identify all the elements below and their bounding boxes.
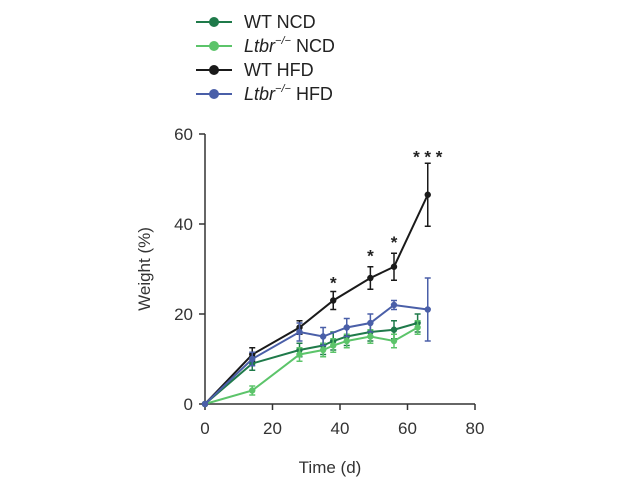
legend-item-0: WT NCD (196, 12, 316, 32)
legend-label-genotype: −/− (275, 35, 291, 47)
data-point (343, 337, 350, 345)
legend-label: WT HFD (244, 60, 314, 80)
legend-label-diet: NCD (291, 36, 335, 56)
data-point (296, 328, 303, 336)
x-tick-label: 20 (263, 419, 282, 438)
legend-item-3: Ltbr−/− HFD (196, 83, 333, 104)
data-point (424, 191, 431, 198)
x-tick-label: 80 (466, 419, 485, 438)
data-point (319, 346, 327, 354)
legend-marker (209, 17, 219, 27)
series-0 (201, 313, 421, 408)
legend-marker (209, 41, 219, 51)
y-tick-label: 20 (174, 305, 193, 324)
legend-item-1: Ltbr−/− NCD (196, 35, 335, 56)
data-point (390, 301, 398, 309)
data-point (367, 333, 374, 340)
data-point (201, 400, 209, 408)
legend-label-gene: Ltbr (244, 84, 276, 104)
data-point (390, 326, 398, 333)
plot-series (201, 162, 431, 408)
data-point (343, 324, 350, 331)
significance-marker: * (367, 247, 374, 266)
series-2 (201, 162, 431, 408)
legend-marker (209, 65, 219, 75)
legend-label-gene: Ltbr (244, 36, 276, 56)
data-point (319, 333, 327, 340)
significance-marker: * (391, 233, 398, 252)
data-point (330, 297, 337, 304)
legend-label-diet: HFD (291, 84, 333, 104)
x-tick-label: 60 (398, 419, 417, 438)
y-tick-label: 60 (174, 125, 193, 144)
series-1 (201, 320, 421, 408)
legend-label: Ltbr−/− HFD (244, 83, 333, 104)
x-axis-title: Time (d) (299, 458, 362, 477)
series-3 (201, 277, 431, 408)
data-point (296, 351, 303, 358)
y-tick-label: 0 (184, 395, 193, 414)
legend-marker (209, 89, 219, 99)
axes: 0 20 40 60 0 20 40 60 80 Weight (%) Time (d) (135, 125, 484, 477)
legend-item-2: WT HFD (196, 60, 314, 80)
significance-marker: * * * (413, 148, 443, 167)
data-point (367, 319, 374, 327)
series-line (204, 326, 419, 405)
data-point (390, 263, 398, 270)
legend-label: Ltbr−/− NCD (244, 35, 335, 56)
x-tick-label: 40 (331, 419, 350, 438)
legend-label: WT NCD (244, 12, 316, 32)
x-axis-ticks: 0 20 40 60 80 (200, 404, 484, 438)
significance-marker: * (330, 274, 337, 293)
y-tick-label: 40 (174, 215, 193, 234)
data-point (424, 306, 431, 313)
series-line (204, 303, 428, 405)
data-point (414, 324, 421, 331)
data-point (367, 274, 374, 282)
data-point (330, 342, 337, 349)
significance-annotations: * * * * * * (330, 148, 443, 293)
data-point (390, 337, 398, 345)
x-tick-label: 0 (200, 419, 209, 438)
y-axis-title: Weight (%) (135, 227, 154, 311)
legend-label-genotype: −/− (275, 83, 291, 95)
y-axis-ticks: 0 20 40 60 (174, 125, 205, 414)
data-point (249, 387, 256, 394)
data-point (249, 355, 256, 363)
